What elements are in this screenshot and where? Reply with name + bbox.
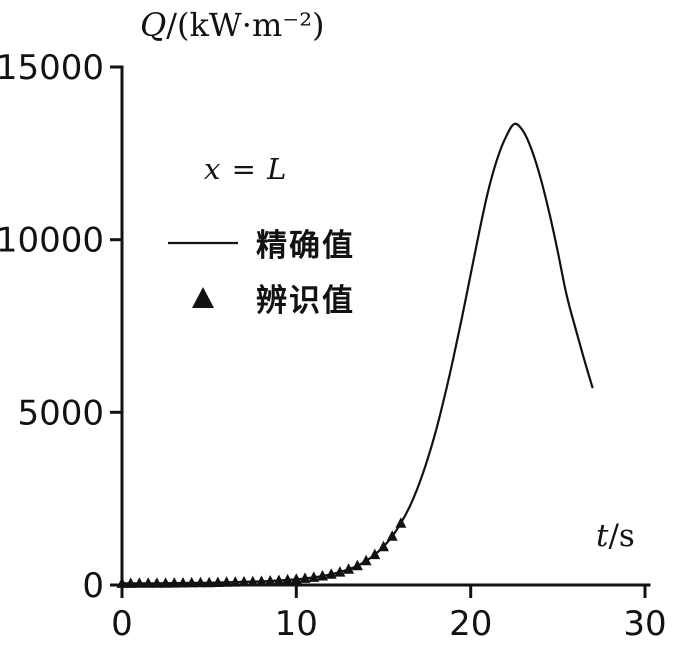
identified-value-marker bbox=[299, 572, 311, 583]
x-tick-label: 10 bbox=[275, 604, 318, 644]
identified-value-marker bbox=[273, 574, 285, 585]
legend: 精确值 辨识值 bbox=[166, 220, 355, 320]
legend-item-exact-value: 精确值 bbox=[166, 220, 355, 265]
x-tick-label: 30 bbox=[623, 604, 666, 644]
identified-value-marker bbox=[160, 577, 172, 588]
legend-label-identified-value: 辨识值 bbox=[256, 283, 355, 319]
identified-value-marker bbox=[238, 575, 250, 587]
identified-value-marker bbox=[133, 577, 145, 588]
y-axis-label: Q/(kW·m⁻²) bbox=[140, 6, 325, 44]
identified-value-marker bbox=[282, 573, 294, 585]
identified-value-marker bbox=[334, 566, 346, 577]
x-axis-label: t/s bbox=[596, 518, 635, 554]
identified-value-marker bbox=[195, 576, 206, 588]
identified-value-marker bbox=[360, 554, 372, 566]
identified-value-marker bbox=[369, 548, 381, 560]
y-tick-label: 0 bbox=[82, 566, 104, 606]
identified-value-marker bbox=[116, 577, 128, 588]
identified-value-marker bbox=[212, 576, 224, 587]
identified-value-marker bbox=[386, 530, 398, 541]
identified-value-marker bbox=[264, 575, 276, 586]
x-axis-symbol: t bbox=[596, 518, 609, 554]
identified-value-marker bbox=[247, 575, 259, 587]
identified-value-marker bbox=[378, 540, 389, 552]
identified-value-marker bbox=[168, 577, 180, 588]
identified-value-marker bbox=[308, 571, 320, 582]
axes bbox=[120, 65, 651, 587]
x-tick-label: 0 bbox=[111, 604, 133, 644]
identified-value-marker bbox=[290, 573, 302, 584]
line-swatch-icon bbox=[168, 241, 238, 244]
y-tick-label: 10000 bbox=[0, 221, 104, 261]
y-tick-label: 5000 bbox=[17, 393, 104, 433]
y-axis-symbol: Q bbox=[140, 6, 167, 44]
identified-value-marker bbox=[351, 559, 363, 571]
identified-value-marker bbox=[256, 575, 267, 586]
exact-value-curve bbox=[121, 122, 594, 585]
legend-label-exact-value: 精确值 bbox=[256, 228, 355, 264]
identified-value-marker bbox=[203, 576, 215, 588]
identified-value-marker bbox=[125, 577, 137, 588]
identified-value-marker bbox=[317, 570, 328, 581]
identified-value-marker bbox=[221, 576, 233, 587]
identified-value-marker bbox=[229, 576, 241, 587]
x-tick-label: 20 bbox=[449, 604, 492, 644]
identified-value-marker bbox=[325, 568, 337, 579]
y-axis-units: /(kW·m⁻²) bbox=[166, 6, 325, 44]
identified-value-marker bbox=[151, 577, 163, 588]
identified-value-marker bbox=[395, 517, 407, 528]
legend-item-identified-value: 辨识值 bbox=[166, 275, 355, 320]
identified-value-marker bbox=[186, 576, 198, 588]
x-axis-units: /s bbox=[608, 518, 635, 554]
y-tick-label: 15000 bbox=[0, 48, 104, 88]
annotation-x-equals-L: x = L bbox=[204, 152, 288, 186]
triangle-swatch-icon bbox=[192, 286, 214, 308]
identified-value-marker bbox=[177, 577, 189, 588]
identified-value-marker bbox=[142, 577, 154, 588]
identified-value-marker bbox=[343, 563, 355, 574]
